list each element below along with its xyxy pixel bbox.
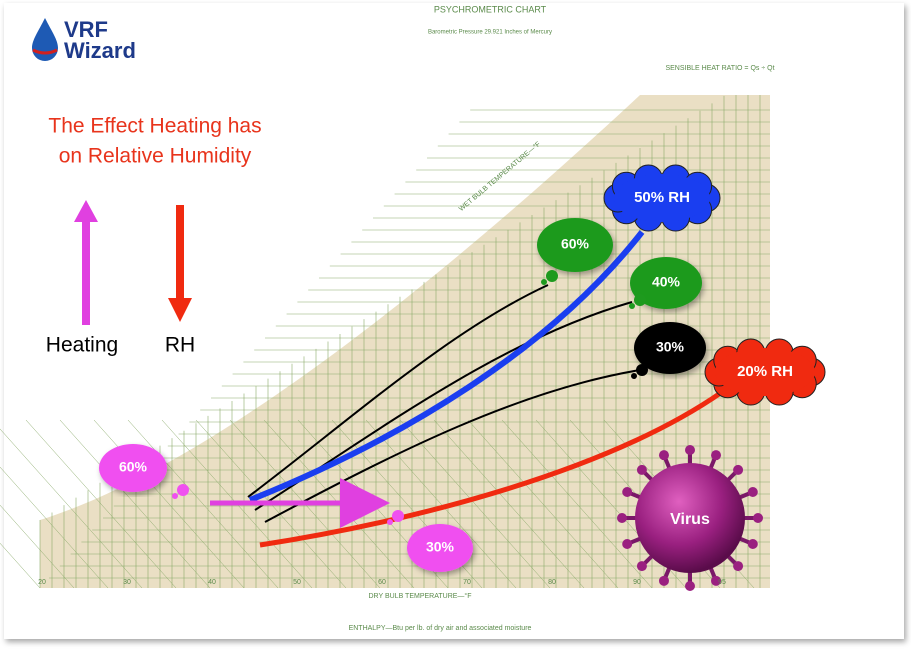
bubble-tail: [636, 364, 648, 376]
x-tick-label: 30: [123, 579, 131, 586]
bubble: [407, 524, 473, 572]
virus-body: [635, 463, 745, 573]
grid-line: [467, 419, 619, 589]
shr-label: SENSIBLE HEAT RATIO = Qs ÷ Qt: [665, 65, 774, 72]
grid-line: [0, 428, 143, 589]
bubble: [634, 322, 706, 374]
bubble: [630, 257, 702, 309]
bubble-tail: [631, 373, 637, 379]
virus-spike-tip: [733, 464, 744, 475]
virus-spike-tip: [636, 464, 647, 475]
bubble-tail: [177, 484, 189, 496]
curves: [210, 230, 724, 548]
bubble-tail: [546, 270, 558, 282]
x-tick-label: 70: [463, 579, 471, 586]
bubble-tail: [541, 279, 547, 285]
virus-spike-tip: [685, 445, 695, 455]
bubble-label: 60%: [119, 459, 148, 475]
logo-drop: [32, 18, 58, 61]
logo-text: Wizard: [64, 38, 136, 63]
x-tick-label: 80: [548, 579, 556, 586]
grid-line: [25, 419, 177, 589]
heating-label: Heating: [46, 334, 118, 357]
title: The Effect Heating has: [48, 115, 261, 138]
x-tick-label: 20: [38, 579, 46, 586]
x-tick-label: 90: [633, 579, 641, 586]
curve: [247, 284, 549, 498]
bubble-label: 60%: [561, 236, 590, 252]
bubble-tail: [634, 294, 646, 306]
bubble-label: 20% RH: [737, 363, 793, 380]
bubble-label: 50% RH: [634, 189, 690, 206]
title: on Relative Humidity: [59, 145, 252, 168]
virus-spike-tip: [658, 450, 669, 461]
bubble-tail: [392, 510, 404, 522]
virus-spike-tip: [753, 513, 763, 523]
x-tick-label: 40: [208, 579, 216, 586]
x-tick-label: 95: [718, 579, 726, 586]
bubble-tail: [629, 303, 635, 309]
red-curve: [259, 389, 724, 548]
grid-line: [501, 419, 653, 589]
grid-line: [0, 504, 75, 589]
virus-spike-tip: [622, 539, 633, 550]
grid-line: [433, 419, 585, 589]
grid-line: [59, 419, 211, 589]
x-tick-label: 60: [378, 579, 386, 586]
down-arrow: [168, 205, 192, 322]
virus-spike-tip: [658, 575, 669, 586]
virus: [617, 445, 763, 591]
curve: [264, 369, 641, 523]
grid-line: [365, 419, 517, 589]
virus-spike-tip: [747, 539, 758, 550]
virus-spike-tip: [622, 486, 633, 497]
virus-spike-tip: [747, 486, 758, 497]
bubble: [99, 444, 167, 492]
bubble: [537, 218, 613, 272]
up-arrow: [74, 200, 98, 325]
virus-spike-tip: [711, 575, 722, 586]
enthalpy-label: ENTHALPY—Btu per lb. of dry air and asso…: [349, 625, 532, 632]
blue-curve: [248, 230, 645, 503]
logo-text: VRF: [64, 17, 108, 42]
grid-line: [0, 542, 41, 589]
rh-label: RH: [165, 334, 195, 357]
bubble-label: 30%: [656, 339, 685, 355]
virus-spike-tip: [711, 450, 722, 461]
chart-header: PSYCHROMETRIC CHART: [434, 4, 547, 14]
virus-spike-tip: [617, 513, 627, 523]
bubble-tail: [172, 493, 178, 499]
chart-subheader: Barometric Pressure 29.921 Inches of Mer…: [428, 30, 552, 36]
bubble-tail: [387, 519, 393, 525]
cloud: [614, 174, 710, 222]
virus-spike-tip: [685, 581, 695, 591]
x-axis-label: DRY BULB TEMPERATURE—°F: [368, 592, 471, 600]
bubble-label: 40%: [652, 274, 681, 290]
virus-label: Virus: [670, 511, 710, 528]
grid-line: [127, 419, 279, 589]
virus-spike-tip: [636, 561, 647, 572]
bubble-label: 30%: [426, 539, 455, 555]
virus-spike-tip: [733, 561, 744, 572]
x-tick-label: 50: [293, 579, 301, 586]
grid-line: [0, 466, 109, 589]
grid-line: [399, 419, 551, 589]
cloud: [715, 348, 815, 396]
bubbles: 60% 40% 30% 50% RH 20% RH 60% 30%: [99, 164, 826, 572]
logo-swoosh: [32, 48, 58, 55]
